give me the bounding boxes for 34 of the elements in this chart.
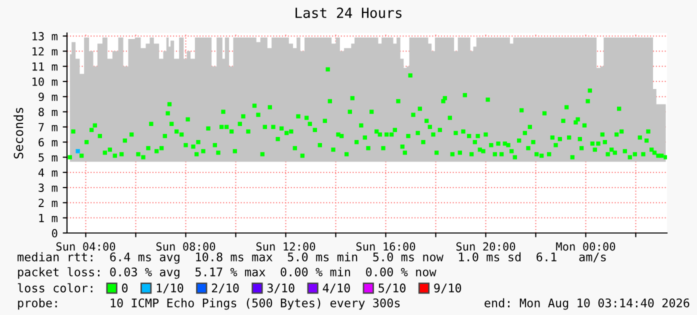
x-tick-label: Sun 16:00: [356, 242, 416, 251]
legend-label: 4/10: [322, 284, 350, 294]
x-tick-label: Mon 00:00: [556, 242, 616, 251]
y-tick-label: 1 m: [39, 214, 58, 222]
y-tick-label: 4 m: [38, 168, 58, 177]
x-tick-label: Sun 12:00: [256, 242, 316, 251]
y-tick-label: 2 m: [38, 198, 58, 207]
x-tick-label: Sun 04:00: [56, 242, 116, 251]
legend-label: 1/10: [156, 284, 184, 294]
text: median rtt: 6.4 ms avg 10.8 ms max 5.0 ms min 5.0 ms now 1.0 ms sd 6.1 am/s: [18, 252, 606, 264]
legend-label: 2/10: [212, 284, 239, 294]
y-tick-label: 8 m: [38, 108, 58, 116]
legend-label: 9/10: [434, 284, 462, 294]
y-tick-label: 6 m: [38, 138, 58, 146]
chart-title: Last 24 Hours: [296, 8, 402, 18]
text: end: Mon Aug 10 03:14:40 2026: [484, 298, 690, 310]
y-tick-label: 12 m: [32, 47, 58, 56]
x-tick-label: Sun 08:00: [156, 242, 216, 251]
y-tick-label: 9 m: [38, 92, 58, 102]
y-tick-label: 7 m: [38, 123, 58, 132]
y-tick-label: 13 m: [32, 32, 58, 40]
text: packet loss: 0.03 % avg 5.17 % max 0.00 % min 0.00 % now: [18, 267, 436, 279]
y-tick-label: 10 m: [32, 77, 58, 86]
y-tick-label: 5 m: [38, 153, 58, 162]
y-tick-label: 0: [52, 229, 58, 238]
legend-label: 5/10: [378, 284, 406, 294]
legend-label: 0: [122, 284, 128, 292]
legend-label: 3/10: [267, 284, 294, 294]
y-tick-label: 11 m: [32, 62, 58, 71]
y-axis-title: Seconds: [14, 108, 24, 158]
legend-title: loss color:: [18, 283, 92, 292]
y-tick-label: 3 m: [38, 184, 58, 192]
x-tick-label: Sun 20:00: [456, 242, 516, 251]
text: probe: 10 ICMP Echo Pings (500 Bytes) every 300s: [18, 298, 400, 310]
